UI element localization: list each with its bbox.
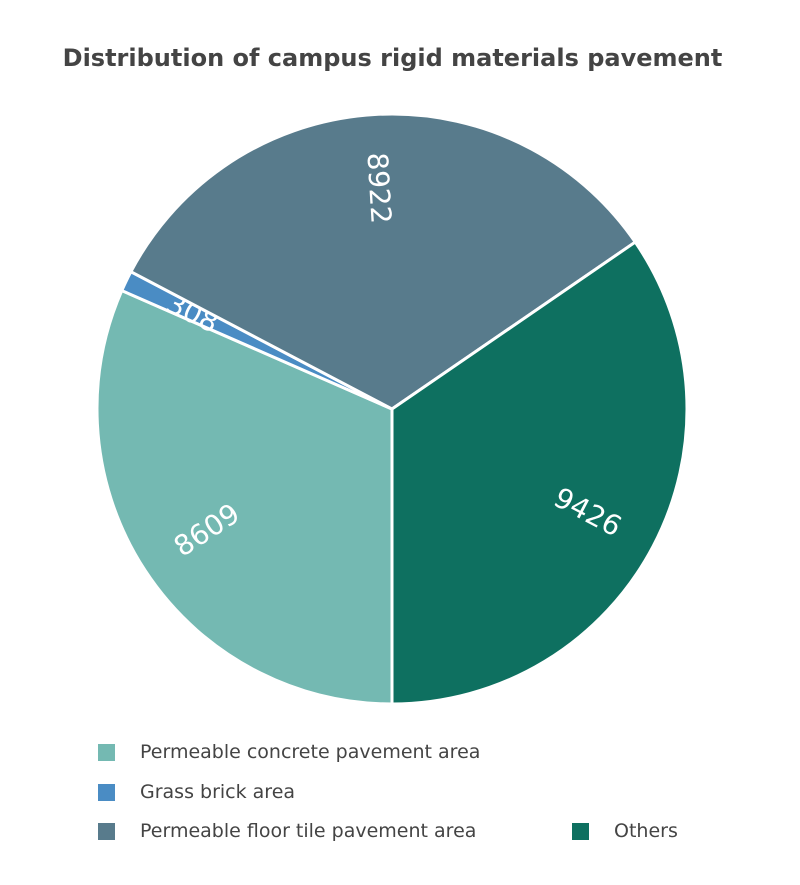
pie-slice[interactable] [95,288,394,706]
legend-label: Permeable floor tile pavement area [140,820,477,842]
legend-item-tile[interactable]: Permeable floor tile pavement area [98,820,476,842]
legend-label: Permeable concrete pavement area [140,741,481,763]
legend-label: Others [614,820,678,842]
pie-slice[interactable] [390,239,689,706]
legend-swatch [572,822,589,840]
pie-slice[interactable] [128,112,638,411]
legend-swatch [98,743,115,761]
legend-item-grass[interactable]: Grass brick area [98,781,295,803]
legend-label: Grass brick area [140,781,296,803]
chart-title: Distribution of campus rigid materials p… [62,44,723,72]
legend-item-others[interactable]: Others [572,820,678,842]
legend-swatch [98,783,115,801]
data-label: 8922 [360,152,397,225]
legend-swatch [98,822,115,840]
legend-item-concrete[interactable]: Permeable concrete pavement area [98,741,480,763]
